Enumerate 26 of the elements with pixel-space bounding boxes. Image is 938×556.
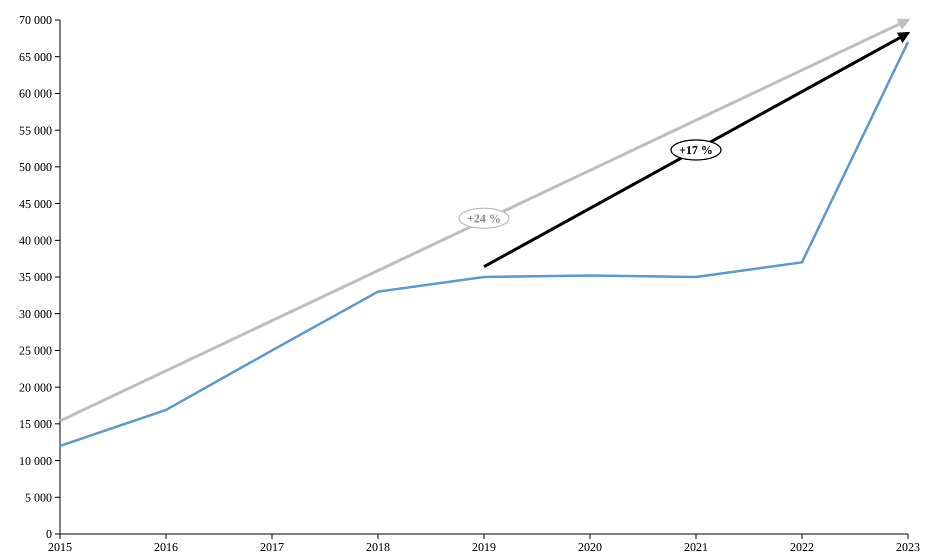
x-tick-label: 2022: [790, 540, 814, 554]
y-tick-label: 0: [46, 527, 52, 542]
y-tick-label: 50 000: [19, 160, 52, 174]
y-tick-label: 45 000: [19, 196, 52, 211]
x-tick-label: 2023: [896, 540, 920, 554]
x-tick-label: 2019: [472, 540, 496, 554]
x-tick-label: 2017: [260, 540, 284, 554]
y-tick-label: 10 000: [19, 454, 52, 468]
x-tick-label: 2015: [48, 540, 72, 554]
x-tick-label: 2016: [154, 540, 178, 554]
annotation: +17 %: [679, 143, 713, 158]
y-tick-label: 15 000: [19, 417, 52, 432]
annotation: +24 %: [467, 211, 501, 226]
x-tick-label: 2018: [366, 540, 390, 554]
y-tick-label: 70 000: [19, 13, 52, 28]
y-tick-label: 35 000: [19, 270, 52, 284]
y-tick-label: 55 000: [19, 123, 52, 138]
y-tick-label: 30 000: [19, 306, 52, 321]
y-tick-label: 60 000: [19, 86, 52, 101]
y-tick-label: 5 000: [25, 490, 52, 504]
y-tick-label: 25 000: [19, 344, 52, 358]
x-tick-label: 2021: [684, 540, 708, 554]
y-tick-label: 65 000: [19, 50, 52, 64]
y-tick-label: 40 000: [19, 233, 52, 248]
x-tick-label: 2020: [578, 540, 602, 554]
y-tick-label: 20 000: [19, 380, 52, 394]
